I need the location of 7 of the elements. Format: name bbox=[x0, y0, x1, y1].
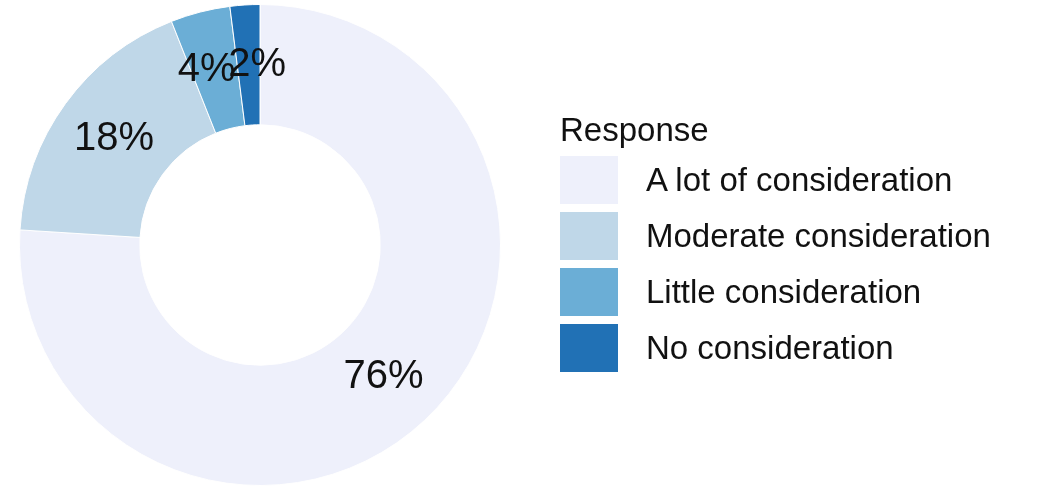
data-label: 76% bbox=[343, 351, 424, 396]
legend-label: A lot of consideration bbox=[646, 161, 953, 199]
legend-label: No consideration bbox=[646, 329, 894, 367]
legend-label: Moderate consideration bbox=[646, 217, 991, 255]
legend-title: Response bbox=[560, 111, 710, 149]
data-label: 18% bbox=[74, 114, 155, 159]
legend-label: Little consideration bbox=[646, 273, 922, 311]
